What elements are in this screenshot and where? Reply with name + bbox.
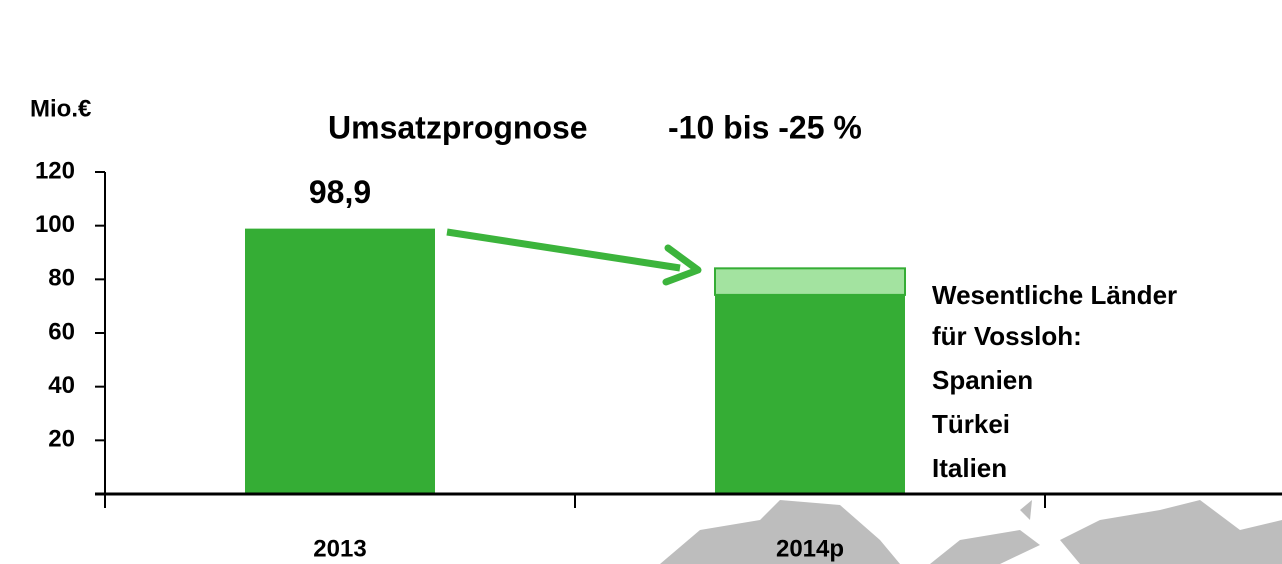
note-line: Türkei [932, 409, 1010, 439]
note-line: Italien [932, 453, 1007, 483]
chart-title: Umsatzprognose [328, 109, 588, 145]
y-tick-label: 80 [48, 265, 75, 292]
y-tick-label: 20 [48, 426, 75, 453]
x-tick-label: 2013 [313, 535, 366, 562]
bar-segment [714, 267, 906, 296]
annotation: -10 bis -25 % [668, 109, 862, 145]
note-line: für Vossloh: [932, 321, 1082, 351]
arrow [446, 228, 702, 286]
y-tick-label: 100 [35, 211, 75, 238]
y-tick-label: 60 [48, 318, 75, 345]
note-line: Wesentliche Länder [932, 280, 1177, 310]
y-axis-label: Mio.€ [30, 95, 91, 122]
map-background [660, 500, 1282, 564]
bar-segment [245, 228, 435, 494]
y-tick-label: 40 [48, 372, 75, 399]
value-label: 98,9 [309, 174, 371, 210]
y-tick-label: 120 [35, 157, 75, 184]
bar-segment [715, 294, 905, 494]
x-tick-label: 2014p [776, 535, 844, 562]
note-line: Spanien [932, 365, 1033, 395]
